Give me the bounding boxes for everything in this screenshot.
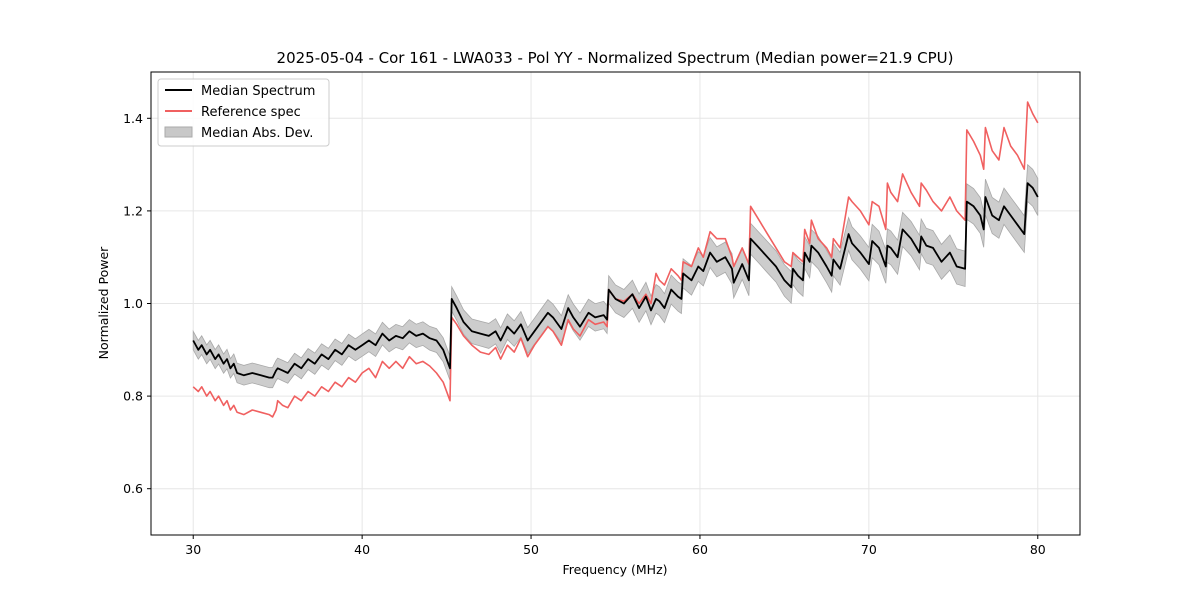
x-tick-label: 40 bbox=[354, 542, 370, 557]
x-tick-label: 50 bbox=[523, 542, 539, 557]
legend-label-mad: Median Abs. Dev. bbox=[201, 126, 313, 141]
legend-label-reference: Reference spec bbox=[201, 105, 301, 120]
y-tick-label: 1.4 bbox=[123, 111, 143, 126]
x-tick-label: 80 bbox=[1030, 542, 1046, 557]
x-tick-label: 30 bbox=[185, 542, 201, 557]
legend-swatch-mad bbox=[164, 126, 193, 138]
mad-band bbox=[192, 163, 1039, 389]
x-axis-label: Frequency (MHz) bbox=[562, 562, 667, 577]
chart-title: 2025-05-04 - Cor 161 - LWA033 - Pol YY -… bbox=[277, 49, 954, 67]
legend-box bbox=[157, 78, 330, 147]
legend-label-median: Median Spectrum bbox=[201, 84, 315, 99]
legend: Median Spectrum Reference spec Median Ab… bbox=[157, 78, 330, 147]
x-axis: 30 40 50 60 70 80 bbox=[185, 535, 1046, 557]
median-spectrum-line bbox=[192, 182, 1039, 379]
y-axis: 0.6 0.8 1.0 1.2 1.4 bbox=[123, 111, 151, 496]
y-tick-label: 0.6 bbox=[123, 481, 143, 496]
y-tick-label: 1.2 bbox=[123, 203, 143, 218]
x-tick-label: 70 bbox=[861, 542, 877, 557]
y-tick-label: 0.8 bbox=[123, 389, 143, 404]
mad-band-group bbox=[192, 163, 1039, 389]
x-tick-label: 60 bbox=[692, 542, 708, 557]
series-lines bbox=[192, 101, 1039, 418]
y-axis-label: Normalized Power bbox=[96, 246, 111, 360]
y-tick-label: 1.0 bbox=[123, 296, 143, 311]
grid bbox=[151, 72, 1080, 535]
